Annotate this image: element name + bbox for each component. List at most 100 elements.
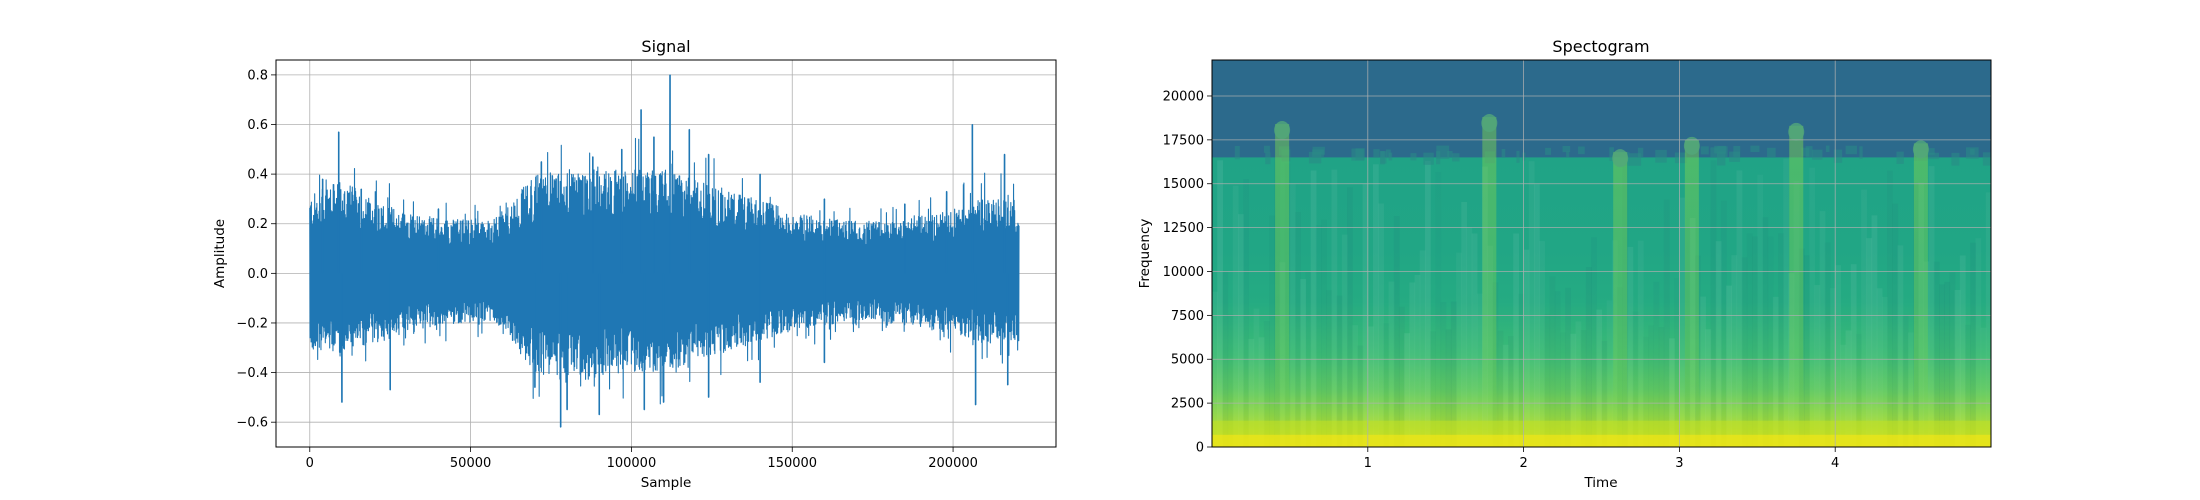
spectogram-title: Spectogram xyxy=(1552,37,1649,56)
spectogram-texture-column xyxy=(1720,200,1727,447)
spectogram-y-tick-label: 17500 xyxy=(1163,133,1204,148)
spectogram-texture-column xyxy=(1663,199,1670,447)
spectogram-edge-blob xyxy=(1801,147,1810,157)
spectogram-texture-column xyxy=(1528,161,1535,447)
spectogram-texture-column xyxy=(1300,279,1307,447)
spectogram-edge-blob xyxy=(1436,151,1441,165)
spectogram-texture-column xyxy=(1928,166,1935,447)
signal-y-tick-label: 0.2 xyxy=(247,217,268,232)
spectogram-edge-blob xyxy=(1265,152,1271,165)
spectogram-edge-blob xyxy=(1825,145,1830,153)
signal-y-axis-label: Amplitude xyxy=(212,219,228,288)
spectogram-image xyxy=(1212,60,1991,447)
spectogram-texture-column xyxy=(1897,245,1904,447)
spectogram-texture-column xyxy=(1388,281,1395,447)
spectogram-texture-column xyxy=(1544,314,1551,447)
spectogram-texture-column xyxy=(1316,225,1322,447)
spectogram-texture-column xyxy=(1513,233,1520,447)
spectogram-edge-blob xyxy=(1609,147,1614,161)
spectogram-edge-blob xyxy=(1351,148,1364,161)
spectogram-texture-column xyxy=(1549,276,1556,447)
signal-plot-area xyxy=(309,74,1020,428)
spectogram-texture-column xyxy=(1404,333,1410,447)
spectogram-texture-column xyxy=(1726,285,1732,447)
spectogram-texture-column xyxy=(1715,241,1722,447)
spectogram-texture-column xyxy=(1445,329,1452,447)
spectogram-texture-column xyxy=(1248,338,1255,447)
spectogram-texture-column xyxy=(1398,306,1405,447)
spectogram-texture-column xyxy=(1959,255,1966,447)
spectogram-texture-column xyxy=(1357,345,1364,447)
spectogram-edge-blob xyxy=(1896,151,1904,164)
spectogram-texture-column xyxy=(1746,233,1753,447)
signal-y-tick-label: 0.0 xyxy=(247,267,268,282)
spectogram-low-frequency-band xyxy=(1212,434,1991,447)
spectogram-texture-column xyxy=(1840,344,1847,447)
spectogram-texture-column xyxy=(1949,272,1956,447)
spectogram-texture-column xyxy=(1295,212,1301,447)
spectogram-texture-column xyxy=(1383,323,1390,447)
spectogram-texture-column xyxy=(1804,255,1810,447)
spectogram-edge-blob xyxy=(1452,153,1460,162)
spectogram-band-tip xyxy=(1912,140,1929,159)
spectogram-energy-region xyxy=(1212,157,1991,447)
spectogram-texture-column xyxy=(1778,233,1784,447)
spectogram-edge-blob xyxy=(1385,149,1391,159)
spectogram-grid xyxy=(1212,60,1991,447)
spectogram-texture-column xyxy=(1939,284,1945,447)
spectogram-texture-column xyxy=(1476,293,1483,447)
spectogram-x-tick-label: 2 xyxy=(1519,456,1527,471)
spectogram-texture-column xyxy=(1243,178,1249,447)
spectogram-texture-column xyxy=(1824,242,1831,447)
spectogram-x-ticks: 1 2 3 4 xyxy=(1364,447,1839,471)
spectogram-edge-blob xyxy=(1833,149,1843,163)
spectogram-texture-column xyxy=(1814,285,1821,447)
spectogram-texture-column xyxy=(1409,282,1416,447)
spectogram-bright-band xyxy=(1789,125,1804,447)
spectogram-edge-blob xyxy=(1970,148,1975,155)
spectogram-texture-column xyxy=(1783,158,1790,447)
spectogram-texture-column xyxy=(1336,295,1343,447)
spectogram-texture-column xyxy=(1669,338,1675,447)
spectogram-texture-column xyxy=(1367,326,1374,447)
spectogram-y-tick-label: 10000 xyxy=(1163,265,1204,280)
spectogram-edge-blob xyxy=(1516,150,1520,163)
spectogram-edge-blob xyxy=(1637,147,1644,158)
signal-x-tick-label: 200000 xyxy=(928,456,978,471)
spectogram-bright-band xyxy=(1684,139,1699,447)
spectogram-texture-column xyxy=(1539,241,1545,447)
signal-x-tick-label: 50000 xyxy=(450,456,491,471)
spectogram-edge-blob xyxy=(1750,145,1760,152)
spectogram-texture-column xyxy=(1637,240,1644,447)
spectogram-texture-column xyxy=(1772,296,1779,447)
spectogram-edge-blob xyxy=(1566,151,1570,158)
spectogram-y-ticks: 0 2500 5000 7500 10000 12500 15000 17500 20000 xyxy=(1163,89,1212,456)
spectogram-texture-column xyxy=(1658,327,1665,447)
signal-title: Signal xyxy=(641,37,690,56)
signal-x-axis-label: Sample xyxy=(641,475,692,491)
spectogram-edge-blob xyxy=(1982,152,1991,166)
signal-y-tick-label: 0.6 xyxy=(247,118,268,133)
spectogram-texture-column xyxy=(1497,330,1504,447)
spectogram-texture-column xyxy=(1762,217,1769,447)
spectogram-texture-column xyxy=(1378,203,1384,447)
spectogram-edge-blob xyxy=(1380,151,1387,164)
spectogram-edge-blob xyxy=(1410,153,1417,161)
spectogram-texture-column xyxy=(1985,192,1991,447)
spectogram-band-tip xyxy=(1683,136,1700,155)
spectogram-texture-column xyxy=(1456,253,1462,447)
spectogram-texture-column xyxy=(1965,324,1971,447)
spectogram-texture-column xyxy=(1601,340,1608,447)
spectogram-texture-column xyxy=(1855,333,1862,447)
spectogram-texture-column xyxy=(1450,301,1457,447)
spectogram-texture-column xyxy=(1227,314,1234,447)
spectogram-edge-blob xyxy=(1951,152,1960,166)
signal-x-tick-label: 0 xyxy=(306,456,314,471)
spectogram-texture-column xyxy=(1752,236,1758,447)
spectogram-texture-column xyxy=(1954,289,1961,447)
spectogram-edge-blob xyxy=(1423,152,1434,165)
spectogram-edge-blob xyxy=(1674,152,1687,164)
spectogram-bright-band xyxy=(1482,117,1497,447)
spectogram-edge-blob xyxy=(1562,145,1571,153)
